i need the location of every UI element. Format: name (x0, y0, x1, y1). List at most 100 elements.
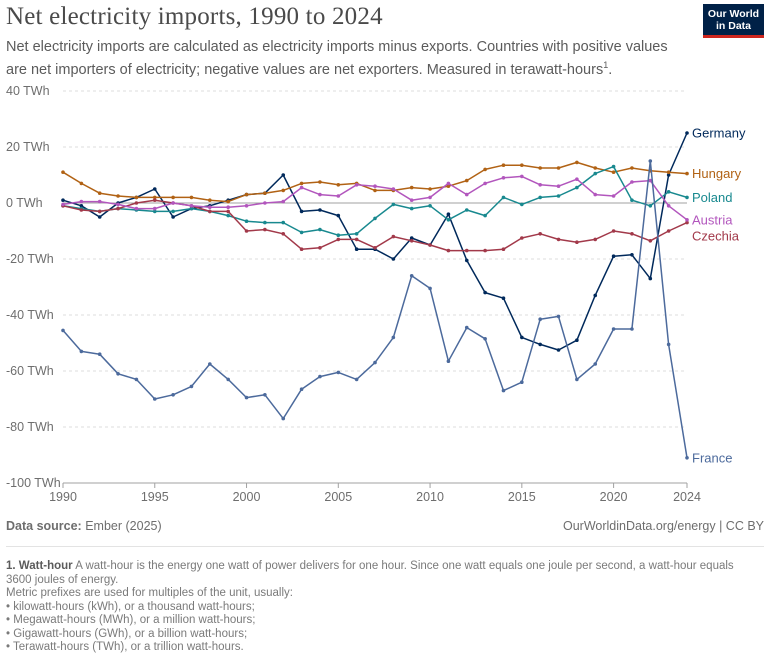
y-tick-label: -20 TWh (6, 252, 54, 266)
data-point-germany (648, 276, 653, 281)
data-point-czechia (428, 243, 432, 247)
data-point-czechia (464, 248, 469, 253)
data-point-france (685, 456, 689, 460)
data-point-czechia (208, 209, 212, 214)
data-point-poland (354, 232, 359, 236)
data-point-hungary (79, 181, 84, 186)
data-point-germany (354, 247, 359, 251)
data-point-germany (464, 258, 469, 263)
data-point-austria (189, 204, 194, 208)
data-point-germany (79, 204, 84, 208)
footnote-definition-text: A watt-hour is the energy one watt of po… (6, 560, 734, 586)
data-point-poland (318, 227, 322, 232)
y-tick-label: -100 TWh (6, 476, 61, 490)
data-point-france (373, 360, 377, 365)
subtitle-text: Net electricity imports are calculated a… (6, 39, 668, 78)
logo-line-1: Our World (707, 8, 760, 20)
data-point-czechia (281, 232, 286, 236)
y-tick-label: 20 TWh (6, 140, 50, 154)
data-point-france (226, 377, 230, 382)
data-point-austria (61, 202, 65, 207)
data-point-hungary (501, 163, 506, 167)
data-point-austria (318, 192, 322, 197)
data-point-france (79, 349, 84, 354)
x-tick-label: 2024 (673, 490, 701, 504)
data-point-hungary (299, 181, 304, 186)
data-point-france (575, 377, 579, 382)
data-point-france (354, 377, 359, 382)
data-point-france (171, 393, 175, 397)
data-point-france (244, 395, 249, 400)
data-point-austria (556, 184, 561, 188)
data-point-austria (501, 176, 506, 180)
data-point-poland (336, 233, 341, 237)
footer-divider (6, 546, 764, 547)
data-point-hungary (336, 183, 341, 187)
data-point-austria (483, 181, 487, 186)
data-point-czechia (336, 237, 341, 242)
data-point-france (97, 352, 102, 357)
data-point-czechia (666, 229, 671, 233)
data-point-france (116, 372, 120, 376)
data-point-hungary (630, 166, 634, 170)
data-point-poland (244, 219, 249, 223)
data-point-france (152, 397, 157, 401)
footnote-heading: 1. Watt-hour (6, 560, 73, 572)
data-point-austria (354, 183, 359, 187)
footnote-section: 1. Watt-hour A watt-hour is the energy o… (6, 560, 746, 655)
data-point-austria (116, 202, 120, 207)
data-point-poland (281, 220, 286, 225)
data-point-hungary (171, 195, 175, 200)
data-point-poland (391, 202, 396, 207)
data-point-austria (593, 192, 598, 197)
x-tick-label: 2020 (600, 490, 628, 504)
prefix-item: Gigawatt-hours (GWh), or a billion watt-… (6, 628, 746, 642)
data-point-czechia (97, 209, 102, 214)
data-point-poland (593, 171, 598, 176)
owid-logo[interactable]: Our World in Data (703, 4, 764, 38)
data-point-france (593, 362, 598, 366)
data-point-germany (97, 215, 102, 219)
data-point-austria (208, 205, 212, 209)
series-label-austria: Austria (692, 212, 733, 227)
data-point-hungary (116, 194, 120, 198)
x-tick-label: 2000 (233, 490, 261, 504)
series-label-germany: Germany (692, 126, 746, 141)
data-point-austria (171, 201, 175, 205)
data-point-france (666, 342, 671, 347)
data-point-poland (446, 218, 451, 222)
data-point-poland (685, 195, 689, 200)
data-point-austria (152, 206, 157, 211)
data-point-hungary (134, 195, 139, 200)
data-point-germany (446, 212, 451, 216)
prefix-item: kilowatt-hours (kWh), or a thousand watt… (6, 601, 746, 615)
prefix-item: Megawatt-hours (MWh), or a million watt-… (6, 614, 746, 628)
footnote-definition: 1. Watt-hour A watt-hour is the energy o… (6, 560, 746, 587)
x-tick-label: 1990 (49, 490, 77, 504)
data-point-poland (538, 195, 542, 200)
data-point-czechia (556, 237, 561, 242)
prefix-item: Terawatt-hours (TWh), or a trillion watt… (6, 641, 746, 655)
data-point-hungary (575, 160, 579, 165)
data-point-czechia (134, 201, 139, 205)
data-point-poland (520, 202, 524, 207)
license-link[interactable]: OurWorldinData.org/energy | CC BY (562, 519, 764, 533)
data-point-czechia (263, 227, 267, 232)
footnote-ref[interactable]: 1 (603, 60, 609, 70)
data-point-hungary (189, 195, 194, 200)
data-point-austria (685, 218, 689, 222)
data-point-hungary (61, 170, 65, 174)
data-point-czechia (373, 246, 377, 250)
data-point-germany (630, 253, 634, 257)
series-label-hungary: Hungary (692, 166, 742, 181)
data-point-france (61, 328, 65, 333)
data-point-austria (97, 199, 102, 204)
data-point-hungary (666, 170, 671, 174)
data-point-hungary (281, 188, 286, 193)
data-point-hungary (152, 195, 157, 200)
data-point-czechia (152, 198, 157, 202)
data-point-france (409, 274, 414, 278)
series-label-france: France (692, 450, 732, 465)
data-point-hungary (464, 178, 469, 183)
data-point-france (520, 380, 524, 385)
